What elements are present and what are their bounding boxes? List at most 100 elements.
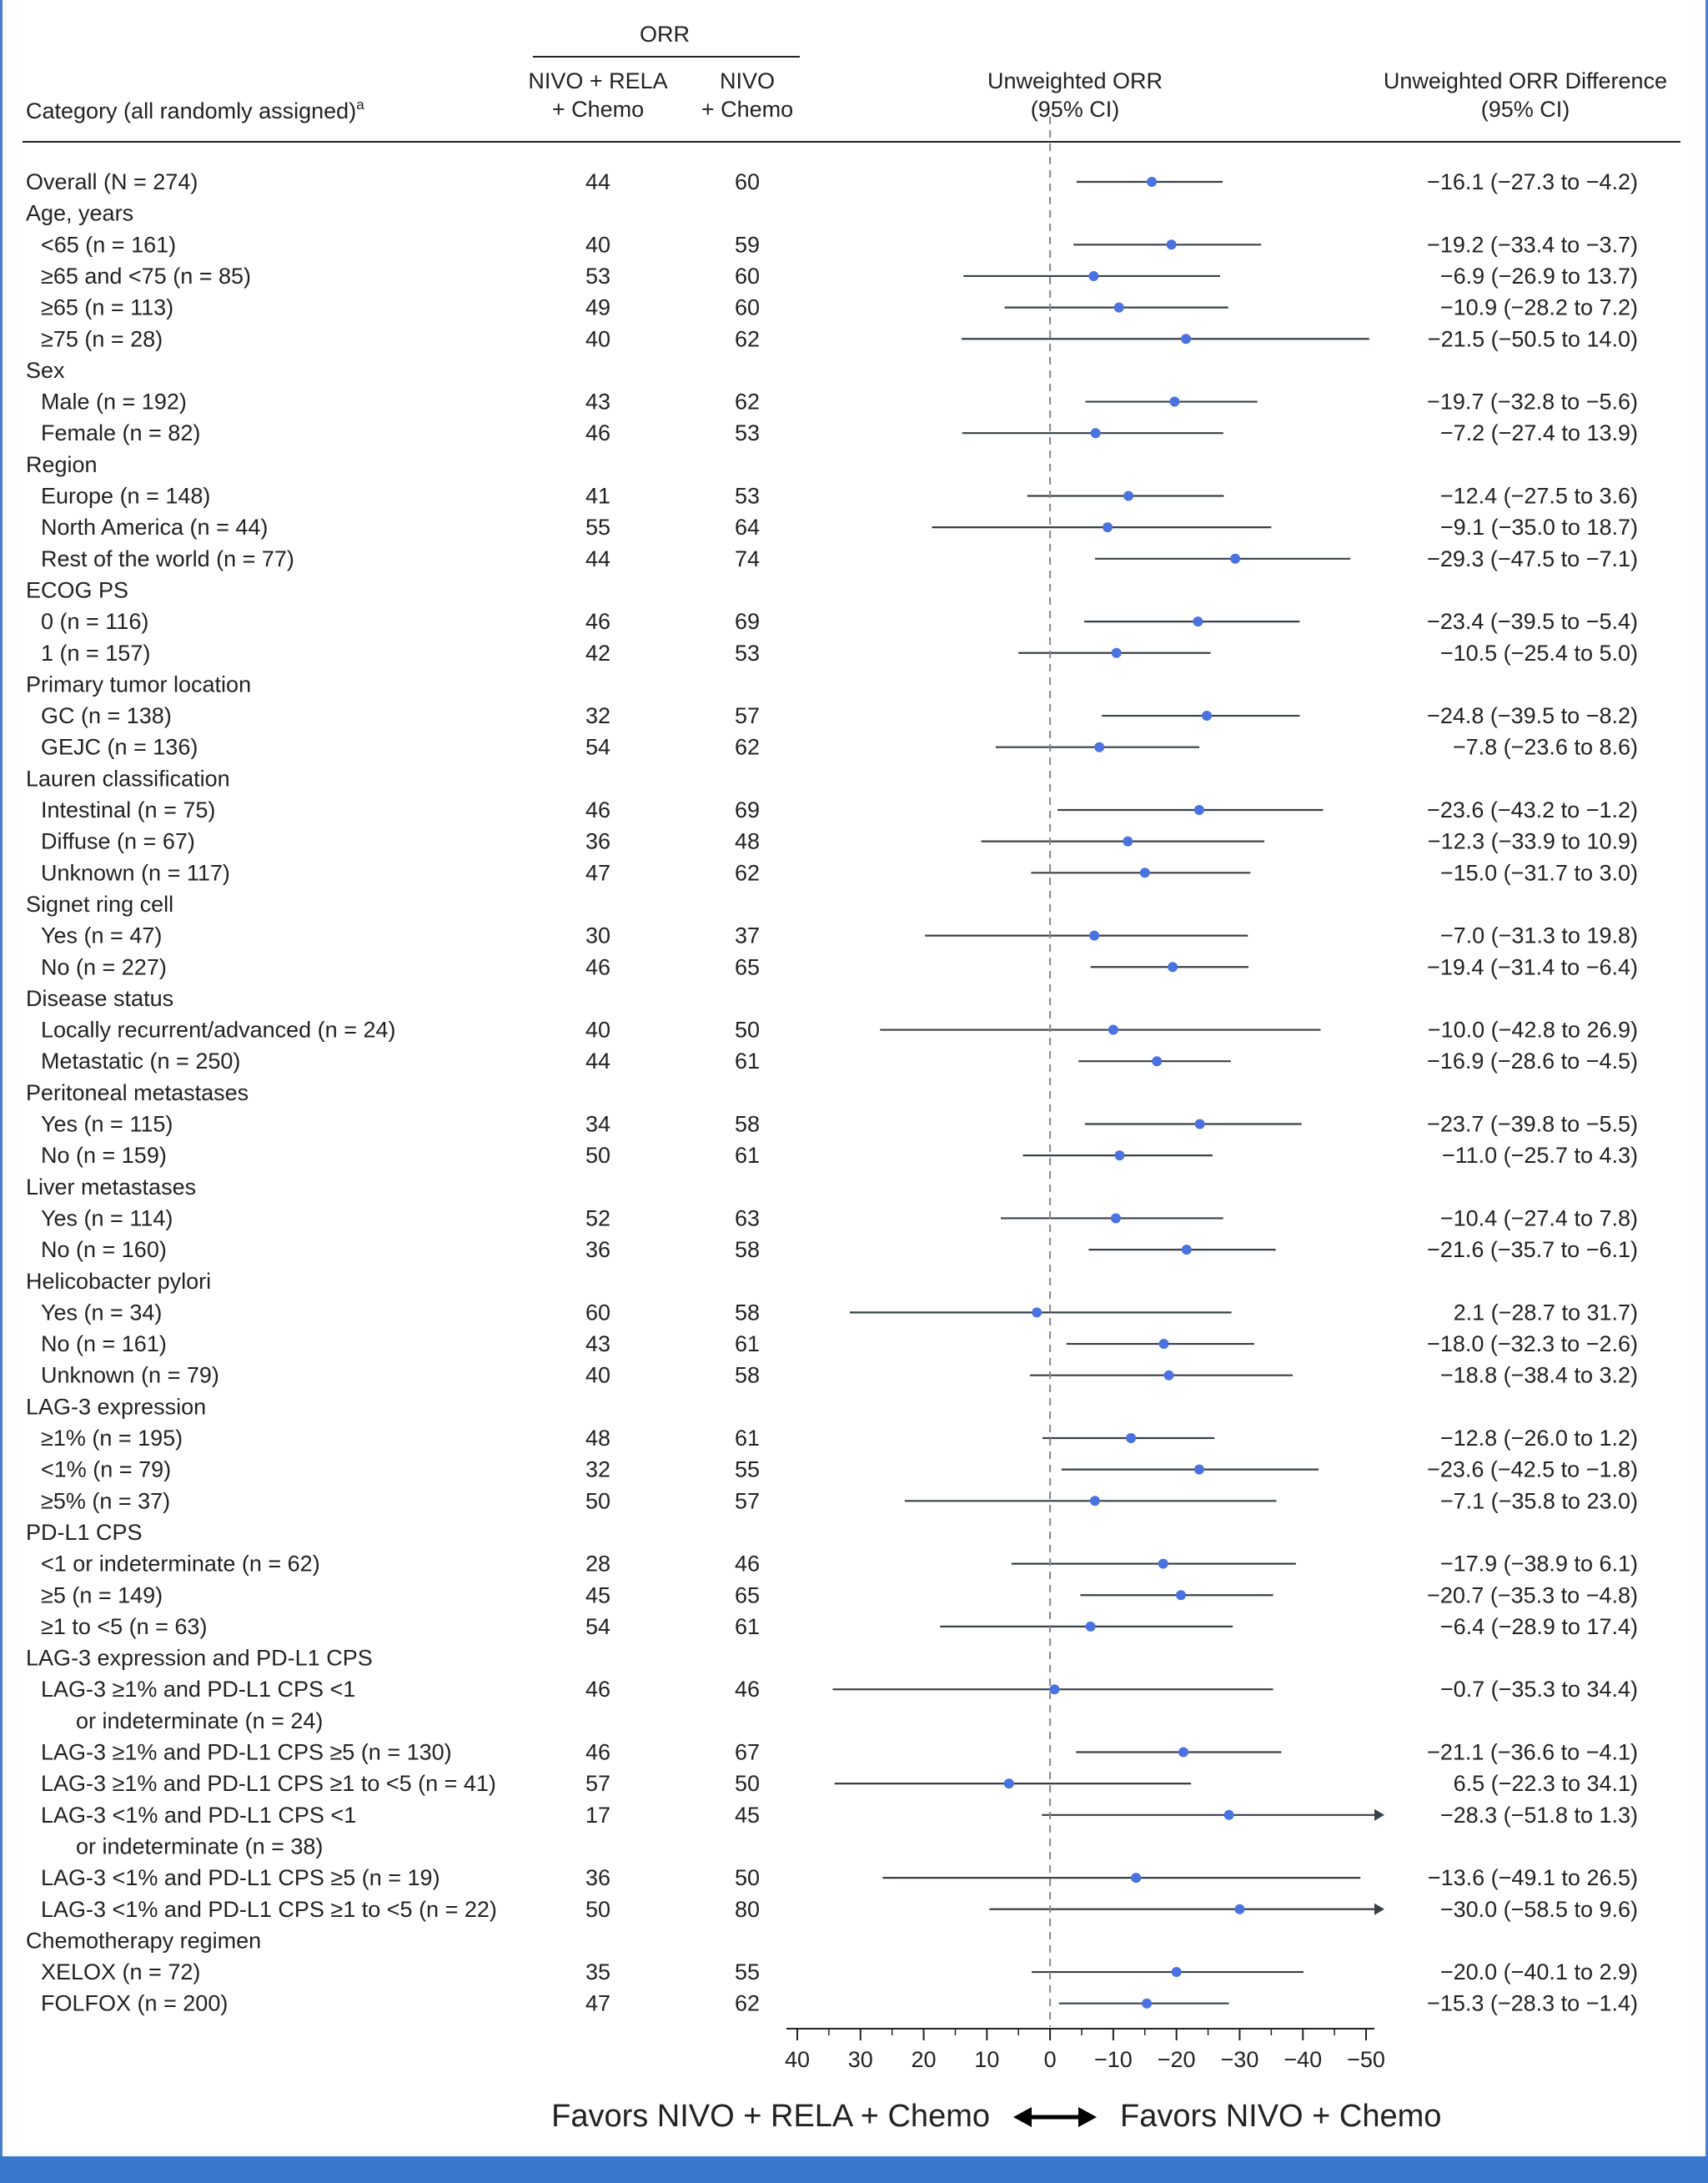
orr-nivo-value: 53 xyxy=(735,484,760,509)
row-label: <1 or indeterminate (n = 62) xyxy=(41,1552,320,1577)
point-estimate xyxy=(1178,1747,1189,1758)
orr-nivo-rela-value: 46 xyxy=(585,609,610,634)
row-label: LAG-3 ≥1% and PD-L1 CPS ≥5 (n = 130) xyxy=(41,1740,452,1765)
orr-difference-text: −15.0 (−31.7 to 3.0) xyxy=(1440,860,1638,885)
row-label: ≥65 and <75 (n = 85) xyxy=(41,264,251,289)
x-tick-label: −50 xyxy=(1347,2047,1385,2072)
orr-nivo-value: 46 xyxy=(735,1677,760,1702)
row-label: Rest of the world (n = 77) xyxy=(41,546,294,571)
point-estimate xyxy=(1139,868,1150,878)
point-estimate xyxy=(1223,1809,1234,1820)
orr-nivo-rela-value: 55 xyxy=(585,515,610,540)
row-label: Yes (n = 114) xyxy=(41,1205,173,1230)
orr-difference-text: −23.7 (−39.8 to −5.5) xyxy=(1427,1112,1638,1137)
row-label: 1 (n = 157) xyxy=(41,641,150,666)
orr-nivo-value: 62 xyxy=(735,735,760,760)
category-header-label: LAG-3 expression xyxy=(26,1394,206,1419)
orr-difference-text: −15.3 (−28.3 to −1.4) xyxy=(1427,1991,1638,2016)
point-estimate xyxy=(1126,1433,1137,1443)
category-header-label: Chemotherapy regimen xyxy=(26,1928,261,1953)
row-label: ≥65 (n = 113) xyxy=(41,295,173,320)
orr-difference-text: −21.5 (−50.5 to 14.0) xyxy=(1428,326,1638,351)
orr-nivo-rela-value: 46 xyxy=(585,1677,610,1702)
x-tick-label: −30 xyxy=(1221,2047,1259,2072)
orr-nivo-value: 62 xyxy=(735,390,760,415)
favors-left-label: Favors NIVO + RELA + Chemo xyxy=(551,2099,990,2134)
point-estimate xyxy=(1110,1213,1121,1224)
orr-nivo-rela-value: 36 xyxy=(585,1865,610,1890)
row-label: Diffuse (n = 67) xyxy=(41,829,195,854)
point-estimate xyxy=(1194,1119,1205,1129)
orr-nivo-rela-value: 34 xyxy=(585,1112,610,1137)
orr-nivo-rela-value: 50 xyxy=(585,1488,610,1513)
point-estimate xyxy=(1089,1496,1100,1506)
orr-difference-text: −29.3 (−47.5 to −7.1) xyxy=(1427,546,1638,571)
orr-nivo-rela-value: 41 xyxy=(585,484,610,509)
point-estimate xyxy=(1158,1339,1169,1350)
point-estimate xyxy=(1131,1873,1142,1884)
orr-nivo-value: 67 xyxy=(735,1740,760,1765)
row-label: Female (n = 82) xyxy=(41,420,200,445)
orr-difference-text: −10.4 (−27.4 to 7.8) xyxy=(1440,1205,1638,1230)
orr-nivo-value: 62 xyxy=(735,1991,760,2016)
category-header-label: Helicobacter pylori xyxy=(26,1269,211,1294)
orr-difference-text: 2.1 (−28.7 to 31.7) xyxy=(1454,1300,1638,1325)
row-label: Unknown (n = 79) xyxy=(41,1363,219,1388)
category-header-label: PD-L1 CPS xyxy=(26,1520,143,1545)
orr-nivo-rela-value: 46 xyxy=(585,954,610,979)
point-estimate xyxy=(1111,647,1122,658)
orr-nivo-rela-value: 32 xyxy=(585,1457,610,1482)
ci-arrow-right xyxy=(1374,1903,1384,1915)
point-estimate xyxy=(1094,742,1105,752)
plot-layer xyxy=(832,117,1384,2027)
point-estimate xyxy=(1123,836,1133,847)
orr-nivo-value: 55 xyxy=(735,1457,760,1482)
orr-difference-text: −23.6 (−42.5 to −1.8) xyxy=(1427,1457,1638,1482)
bottom-band xyxy=(0,2156,1708,2183)
point-estimate xyxy=(1032,1307,1042,1318)
orr-nivo-value: 69 xyxy=(735,797,760,822)
orr-nivo-value: 80 xyxy=(735,1897,760,1922)
row-label: LAG-3 ≥1% and PD-L1 CPS <1 xyxy=(41,1677,355,1702)
row-label: North America (n = 44) xyxy=(41,515,268,540)
orr-nivo-value: 48 xyxy=(735,829,760,854)
orr-nivo-value: 61 xyxy=(735,1143,760,1168)
category-header-label: ECOG PS xyxy=(26,577,128,602)
row-label: ≥1 to <5 (n = 63) xyxy=(41,1614,207,1639)
col-nivo-header-line1: NIVO xyxy=(720,68,775,93)
row-label: LAG-3 ≥1% and PD-L1 CPS ≥1 to <5 (n = 41… xyxy=(41,1771,496,1796)
row-label: Overall (N = 274) xyxy=(26,169,198,194)
point-estimate xyxy=(1171,1967,1182,1978)
orr-nivo-rela-value: 42 xyxy=(585,641,610,666)
x-tick-label: 0 xyxy=(1044,2047,1057,2072)
point-estimate xyxy=(1193,1464,1204,1475)
x-axis: 40 30 20 10 0 −10 −20 −30 −40 −50 xyxy=(785,2028,1385,2072)
orr-difference-text: −0.7 (−35.3 to 34.4) xyxy=(1440,1677,1638,1702)
row-label: Locally recurrent/advanced (n = 24) xyxy=(41,1018,396,1043)
orr-difference-text: −13.6 (−49.1 to 26.5) xyxy=(1428,1865,1638,1890)
orr-nivo-rela-value: 44 xyxy=(585,546,610,571)
orr-difference-text: −21.1 (−36.6 to −4.1) xyxy=(1427,1740,1638,1765)
col-nivo-header-line2: + Chemo xyxy=(701,97,793,122)
category-header-label: Lauren classification xyxy=(26,766,230,791)
orr-difference-text: −19.4 (−31.4 to −6.4) xyxy=(1427,954,1638,979)
point-estimate xyxy=(1234,1904,1245,1914)
point-estimate xyxy=(1090,428,1101,439)
point-estimate xyxy=(1114,1150,1125,1161)
orr-nivo-value: 57 xyxy=(735,703,760,728)
point-estimate xyxy=(1089,930,1100,941)
orr-nivo-value: 74 xyxy=(735,546,760,571)
category-header-label: Disease status xyxy=(26,986,173,1011)
point-estimate xyxy=(1113,302,1124,313)
point-estimate xyxy=(1181,334,1192,345)
orr-nivo-rela-value: 45 xyxy=(585,1582,610,1607)
orr-nivo-rela-value: 46 xyxy=(585,797,610,822)
orr-difference-text: −7.0 (−31.3 to 19.8) xyxy=(1440,923,1638,948)
orr-nivo-rela-value: 44 xyxy=(585,1049,610,1074)
point-estimate xyxy=(1003,1778,1014,1789)
orr-nivo-rela-value: 35 xyxy=(585,1959,610,1984)
orr-nivo-rela-value: 49 xyxy=(585,295,610,320)
orr-nivo-rela-value: 44 xyxy=(585,169,610,194)
orr-nivo-rela-value: 52 xyxy=(585,1205,610,1230)
